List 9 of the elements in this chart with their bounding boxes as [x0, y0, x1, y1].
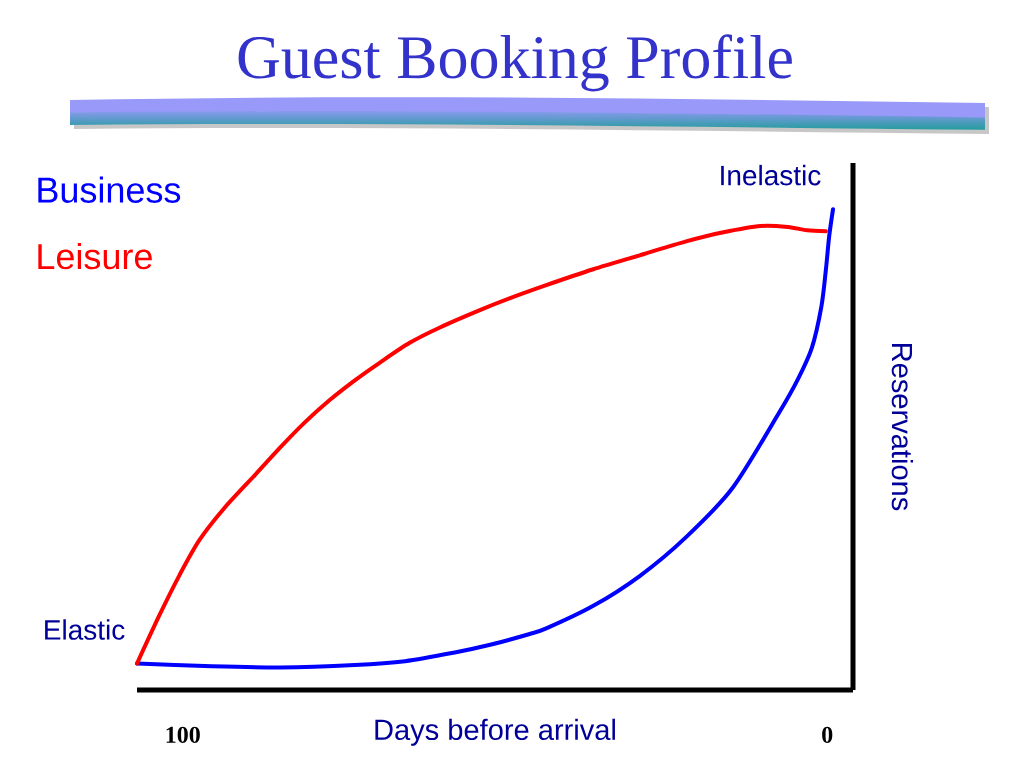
annotation: Elastic — [45, 619, 125, 640]
chart-title: Guest Booking Profile — [238, 34, 792, 92]
x-tick-label: 0 — [822, 726, 833, 743]
x-tick-label: 100 — [166, 726, 200, 743]
x-axis-title: Days before arrival — [375, 718, 615, 746]
annotation: Inelastic — [721, 164, 821, 186]
text: Leisure — [38, 242, 152, 270]
y-axis-title: Reservations — [891, 344, 914, 511]
text: Business — [38, 176, 181, 203]
